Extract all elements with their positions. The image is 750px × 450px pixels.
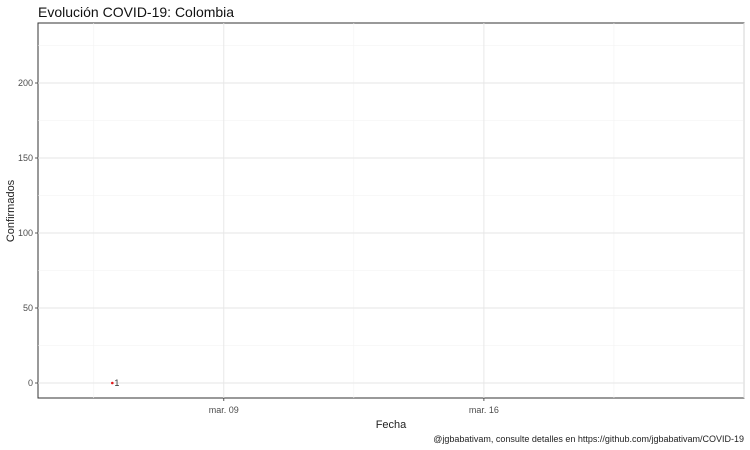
y-tick-label: 200	[18, 78, 33, 88]
data-point	[111, 381, 114, 385]
y-tick-label: 100	[18, 228, 33, 238]
y-axis-ticks: 0 50 100 150 200	[18, 78, 38, 388]
grid-minor-lines	[38, 23, 744, 398]
x-axis-title: Fecha	[376, 419, 407, 431]
y-axis-title: Confirmados	[5, 179, 17, 242]
data-label: 1	[114, 378, 119, 388]
y-tick-label: 150	[18, 153, 33, 163]
x-tick-label: mar. 16	[469, 405, 499, 415]
y-tick-label: 50	[23, 303, 33, 313]
plot-panel	[37, 22, 745, 399]
series-layer: 1	[111, 378, 119, 388]
x-axis-ticks: mar. 09 mar. 16	[209, 398, 499, 415]
y-tick-label: 0	[28, 378, 33, 388]
chart-title: Evolución COVID-19: Colombia	[38, 4, 234, 20]
x-tick-label: mar. 09	[209, 405, 239, 415]
grid-major-lines	[38, 23, 745, 398]
chart-caption: @jgbabativam, consulte detalles en https…	[433, 434, 744, 444]
